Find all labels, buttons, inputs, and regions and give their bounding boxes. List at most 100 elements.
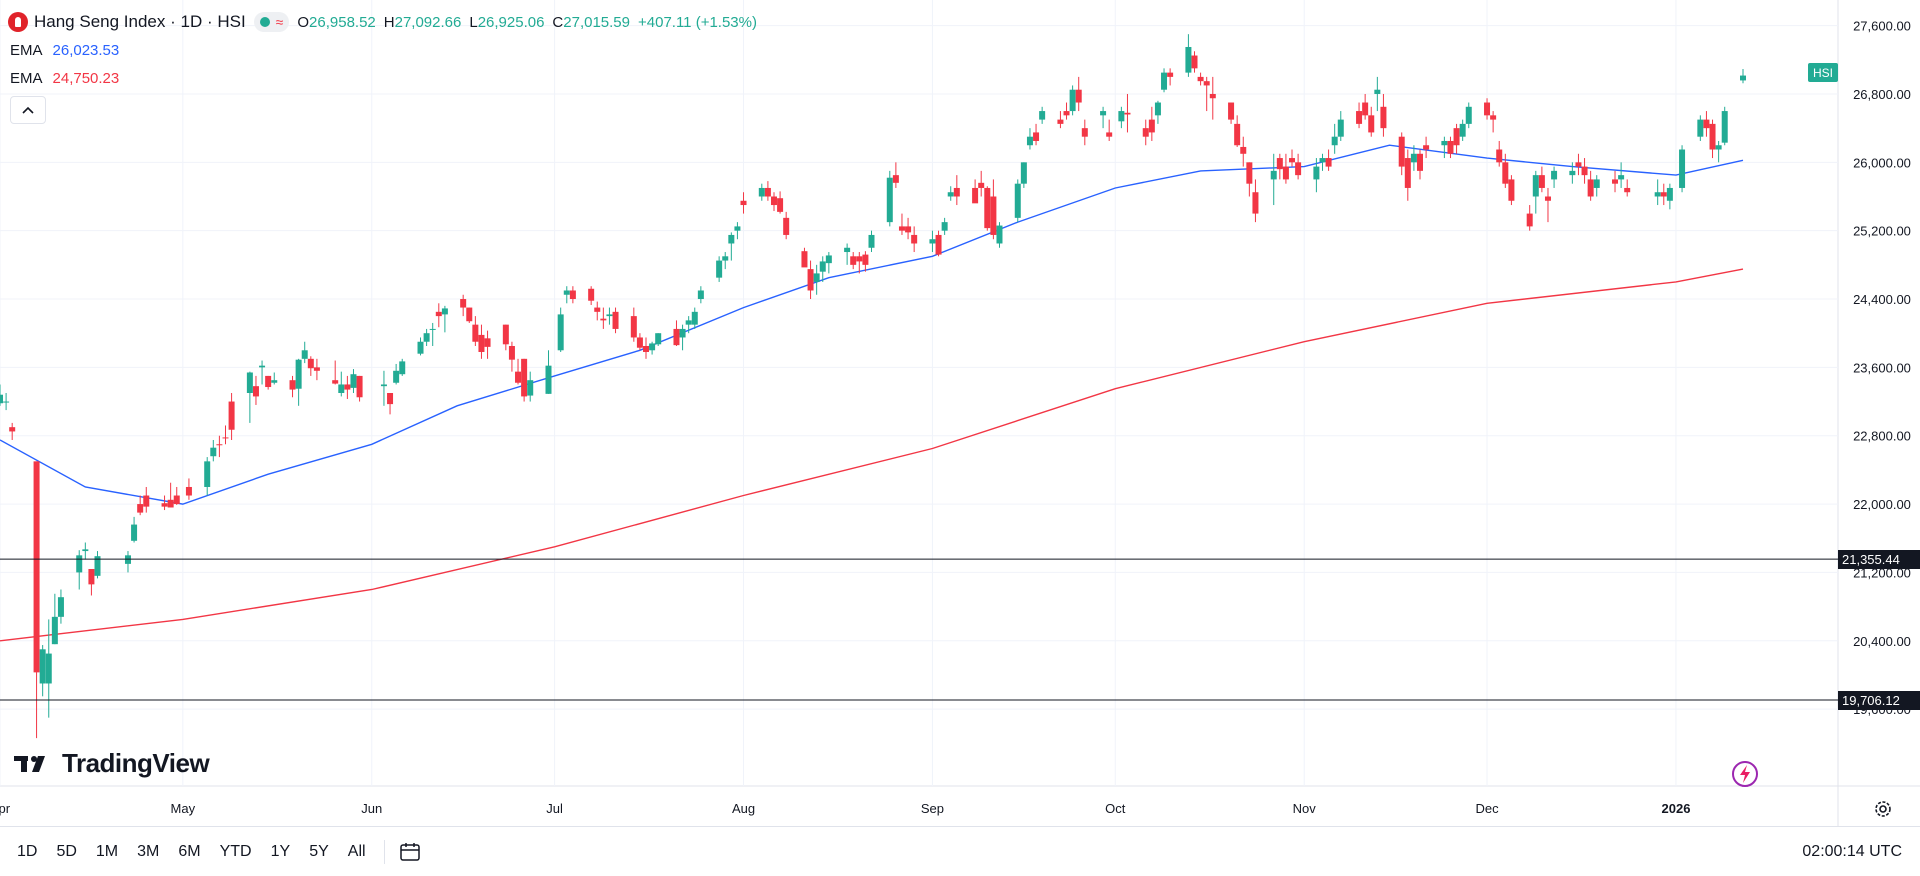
candle-body[interactable] [1575, 162, 1582, 167]
candle-body[interactable] [1447, 140, 1454, 154]
tradingview-logo[interactable]: TradingView [14, 748, 210, 779]
candle-body[interactable] [1234, 123, 1241, 146]
range-button-all[interactable]: All [347, 842, 366, 860]
candle-body[interactable] [886, 177, 893, 223]
candle-body[interactable] [1240, 146, 1247, 154]
candle-body[interactable] [770, 196, 777, 206]
candle-body[interactable] [1185, 46, 1192, 73]
candle-body[interactable] [344, 384, 351, 390]
candle-body[interactable] [484, 338, 491, 347]
price-line-label[interactable]: 19,706.12 [1838, 690, 1920, 710]
candle-body[interactable] [1441, 140, 1448, 146]
candle-body[interactable] [563, 290, 570, 295]
candle-body[interactable] [423, 333, 430, 342]
range-button-ytd[interactable]: YTD [219, 842, 252, 860]
candle-body[interactable] [1587, 179, 1594, 197]
candle-body[interactable] [289, 380, 296, 390]
candle-body[interactable] [1014, 183, 1021, 218]
candle-body[interactable] [94, 556, 101, 576]
candle-body[interactable] [1100, 111, 1107, 116]
candle-body[interactable] [844, 247, 851, 253]
candle-body[interactable] [643, 346, 650, 352]
ema-line[interactable] [0, 268, 1744, 642]
candle-body[interactable] [777, 198, 784, 212]
candle-body[interactable] [3, 401, 10, 403]
candle-body[interactable] [1404, 158, 1411, 188]
candle-body[interactable] [88, 568, 95, 585]
candle-body[interactable] [649, 343, 656, 351]
range-button-3m[interactable]: 3M [137, 842, 160, 860]
candle-body[interactable] [1618, 175, 1625, 180]
candle-body[interactable] [1612, 179, 1619, 184]
candle-body[interactable] [819, 261, 826, 272]
candle-body[interactable] [228, 401, 235, 430]
candle-body[interactable] [204, 461, 211, 487]
candle-body[interactable] [210, 447, 217, 457]
price-line-label[interactable]: 21,355.44 [1838, 549, 1920, 569]
candle-body[interactable] [1063, 111, 1070, 116]
candle-body[interactable] [1118, 111, 1125, 122]
market-status-pill[interactable]: ≈ [253, 12, 290, 32]
candle-body[interactable] [1508, 179, 1515, 201]
candle-body[interactable] [478, 334, 485, 352]
candle-body[interactable] [588, 288, 595, 301]
candle-body[interactable] [1289, 158, 1296, 163]
candle-body[interactable] [259, 365, 266, 368]
candle-body[interactable] [716, 260, 723, 278]
lightning-button[interactable] [1731, 760, 1759, 788]
candle-body[interactable] [356, 375, 363, 398]
candle-body[interactable] [1410, 153, 1417, 163]
candle-body[interactable] [569, 290, 576, 300]
candle-body[interactable] [722, 256, 729, 261]
candle-body[interactable] [636, 337, 643, 348]
candle-body[interactable] [1490, 115, 1497, 120]
candle-body[interactable] [1246, 162, 1253, 184]
range-button-5y[interactable]: 5Y [309, 842, 329, 860]
candle-body[interactable] [935, 234, 942, 255]
candle-body[interactable] [612, 311, 619, 329]
candle-body[interactable] [1020, 162, 1027, 184]
candle-body[interactable] [1313, 166, 1320, 180]
candle-body[interactable] [1167, 72, 1174, 77]
candle-body[interactable] [216, 444, 223, 446]
candle-body[interactable] [545, 365, 552, 394]
candle-body[interactable] [557, 314, 564, 351]
candle-body[interactable] [1252, 192, 1259, 214]
candle-body[interactable] [734, 226, 741, 231]
candle-body[interactable] [57, 597, 64, 617]
candle-body[interactable] [1142, 128, 1149, 137]
candle-body[interactable] [1197, 76, 1204, 82]
candle-body[interactable] [1319, 158, 1326, 163]
candle-body[interactable] [679, 328, 686, 338]
candle-body[interactable] [801, 251, 808, 268]
candle-body[interactable] [673, 328, 680, 346]
candle-body[interactable] [1075, 89, 1082, 103]
candle-body[interactable] [76, 555, 83, 573]
candle-body[interactable] [1496, 149, 1503, 163]
candle-body[interactable] [502, 324, 509, 345]
candle-body[interactable] [868, 234, 875, 248]
candle-body[interactable] [929, 239, 936, 244]
utc-clock[interactable]: 02:00:14 UTC [1802, 842, 1902, 860]
candle-body[interactable] [984, 187, 991, 229]
candle-body[interactable] [1331, 136, 1338, 146]
candle-body[interactable] [387, 393, 394, 405]
candle-body[interactable] [697, 290, 704, 300]
candle-body[interactable] [33, 461, 40, 673]
candle-body[interactable] [39, 649, 46, 684]
candle-body[interactable] [1026, 136, 1033, 146]
candle-body[interactable] [307, 358, 314, 369]
range-button-6m[interactable]: 6M [178, 842, 201, 860]
candle-body[interactable] [429, 328, 436, 330]
candle-body[interactable] [1423, 145, 1430, 150]
candle-body[interactable] [1380, 106, 1387, 129]
candle-body[interactable] [338, 384, 345, 393]
candle-body[interactable] [1697, 119, 1704, 137]
chart-settings-button[interactable] [1871, 797, 1895, 821]
candle-body[interactable] [265, 375, 272, 388]
candle-body[interactable] [1721, 111, 1728, 143]
candle-body[interactable] [691, 311, 698, 325]
range-button-1m[interactable]: 1M [95, 842, 119, 860]
candle-body[interactable] [1740, 75, 1746, 81]
candle-body[interactable] [332, 380, 339, 384]
